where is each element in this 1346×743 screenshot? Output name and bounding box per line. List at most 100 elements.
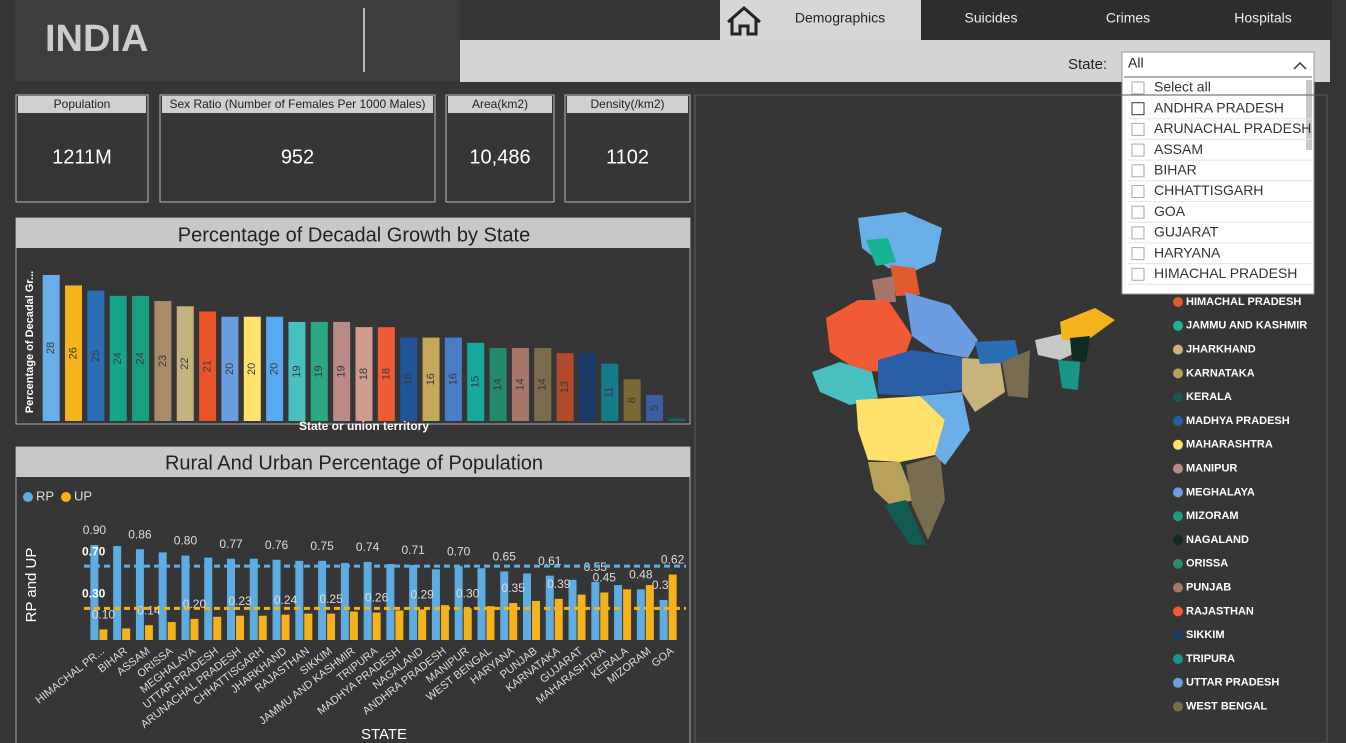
option-checkbox[interactable]	[1131, 205, 1145, 219]
home-icon[interactable]	[727, 6, 761, 36]
map-region	[878, 350, 965, 396]
dropdown[interactable]	[1121, 51, 1315, 295]
bar	[227, 558, 235, 640]
legend-label: NAGALAND	[1186, 534, 1249, 546]
legend-label: MIZORAM	[1186, 510, 1239, 522]
bar	[463, 608, 472, 640]
bar-value-label: 0.86	[128, 527, 152, 541]
legend-marker	[1173, 582, 1183, 593]
growth-panel	[15, 217, 691, 425]
bar-value-label: 16	[447, 373, 459, 385]
legend-marker	[1173, 606, 1183, 617]
tab[interactable]: Crimes	[1106, 10, 1150, 26]
bar	[454, 566, 463, 640]
bar-value-label: 0.26	[365, 591, 389, 605]
legend-label: KARNATAKA	[1186, 367, 1255, 379]
bar	[158, 552, 167, 640]
bar	[668, 418, 686, 421]
bar	[99, 629, 108, 640]
option-label[interactable]: Select all	[1154, 79, 1211, 95]
option-label[interactable]: ARUNACHAL PRADESH	[1154, 120, 1311, 136]
bar	[109, 295, 127, 421]
bar-value-label: 16	[403, 373, 415, 385]
legend-label: RAJASTHAN	[1186, 605, 1254, 617]
bar-value-label: 13	[581, 381, 593, 393]
bar-value-label: 0.80	[174, 534, 198, 548]
bar	[467, 342, 485, 421]
bar	[386, 564, 395, 640]
option-checkbox[interactable]	[1131, 247, 1145, 261]
map-region	[1002, 350, 1030, 398]
option-label[interactable]: GUJARAT	[1154, 224, 1219, 240]
legend-marker	[23, 492, 33, 502]
map-panel	[694, 94, 1328, 743]
map-region	[1070, 336, 1090, 362]
bar	[363, 561, 372, 640]
dropdown-chevron[interactable]	[1293, 61, 1307, 70]
bar	[204, 557, 213, 640]
option-label[interactable]: BIHAR	[1154, 162, 1197, 178]
legend-label: ORISSA	[1186, 558, 1228, 570]
bar	[190, 618, 199, 640]
bar	[509, 603, 518, 640]
tab[interactable]: Demographics	[795, 10, 885, 26]
bar	[636, 589, 645, 640]
map-region	[872, 276, 896, 302]
option-checkbox[interactable]	[1131, 164, 1145, 178]
legend-marker	[61, 492, 71, 502]
map-region	[890, 265, 920, 296]
tab[interactable]: Suicides	[965, 10, 1018, 26]
option-checkbox[interactable]	[1131, 102, 1145, 116]
bar-value-label: 0.74	[356, 540, 380, 554]
bar	[422, 337, 440, 421]
legend-marker	[1173, 654, 1183, 664]
option-checkbox[interactable]	[1131, 143, 1145, 157]
kpi-value: 10,486	[469, 146, 530, 168]
bar	[645, 394, 663, 421]
bar	[181, 555, 190, 640]
kpi-label: Density(/km2)	[590, 97, 664, 111]
legend-label: HIMACHAL PRADESH	[1186, 296, 1301, 308]
option-label[interactable]: ASSAM	[1154, 141, 1203, 157]
option-checkbox[interactable]	[1131, 185, 1145, 198]
legend-label: MEGHALAYA	[1186, 486, 1255, 498]
bar-value-label: 13	[559, 381, 571, 393]
bar	[340, 562, 349, 640]
bar	[90, 545, 99, 640]
bar-value-label: 24	[112, 352, 124, 364]
bar-value-label: 14	[537, 378, 549, 390]
bar-value-label: 0.10	[92, 608, 116, 622]
bar	[355, 327, 373, 421]
bar-value-label: 19	[336, 365, 348, 377]
legend-label: UTTAR PRADESH	[1186, 677, 1279, 689]
option-label[interactable]: GOA	[1154, 203, 1186, 219]
legend-label: RP	[36, 488, 54, 503]
option-checkbox[interactable]	[1131, 226, 1145, 240]
bar-value-label: 8	[626, 397, 638, 403]
bar	[614, 585, 623, 640]
bar	[349, 611, 358, 640]
growth-title-strip	[16, 218, 690, 248]
legend-label: UP	[74, 488, 92, 503]
option-checkbox[interactable]	[1131, 267, 1145, 281]
legend-marker	[1173, 344, 1183, 355]
map-legend: HIMACHAL PRADESH JAMMU AND KASHMIR JHARKHA…	[1173, 296, 1307, 713]
bar	[418, 609, 427, 640]
bar-value-label: 5	[648, 405, 660, 411]
bar	[87, 290, 105, 421]
option-label[interactable]: ANDHRA PRADESH	[1154, 99, 1284, 115]
dropdown-scrollbar[interactable]	[1306, 80, 1312, 150]
legend-label: MAHARASHTRA	[1186, 439, 1273, 451]
option-label[interactable]: CHHATTISGARH	[1154, 182, 1263, 198]
dropdown-selected[interactable]: All	[1128, 55, 1144, 71]
map-region	[812, 362, 878, 405]
bar	[199, 311, 217, 421]
tab[interactable]: Hospitals	[1234, 10, 1292, 26]
option-checkbox[interactable]	[1131, 122, 1145, 136]
option-checkbox[interactable]	[1131, 81, 1145, 95]
bar	[400, 337, 418, 421]
legend-marker	[1173, 320, 1183, 331]
option-label[interactable]: HARYANA	[1154, 244, 1221, 260]
bar	[132, 295, 150, 421]
option-label[interactable]: HIMACHAL PRADESH	[1154, 265, 1297, 281]
